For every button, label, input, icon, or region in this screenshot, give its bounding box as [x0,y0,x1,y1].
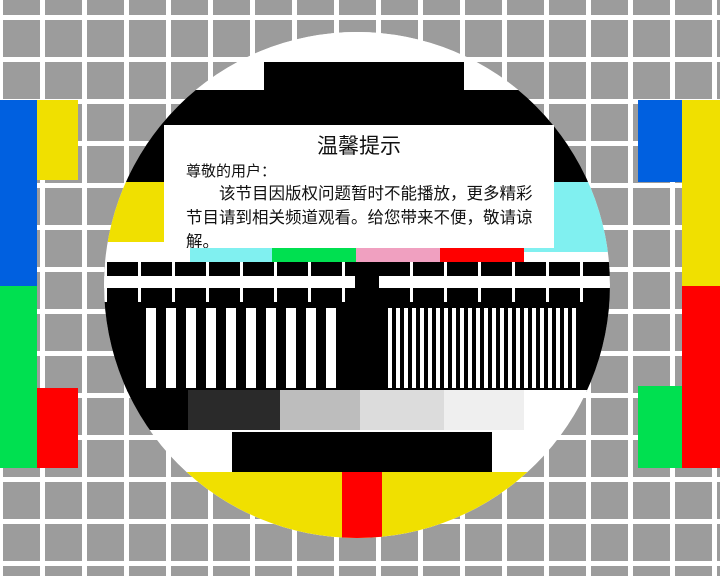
grid-line [82,0,87,576]
frequency-bar [564,308,568,388]
frequency-bar [306,308,316,388]
tick-mark [410,262,413,302]
frequency-bar [166,308,176,388]
tick-mark [444,262,447,302]
frequency-bar [412,308,416,388]
right-green-bar [638,386,682,468]
gray-step [360,390,444,430]
frequency-bar [186,308,196,388]
frequency-bar [508,308,512,388]
center-block [355,262,379,302]
lower-black-bar [232,432,492,472]
bottom-red-bar [342,472,382,538]
grid-line [670,0,675,576]
frequency-bar [226,308,236,388]
frequency-bar [516,308,520,388]
tick-mark [104,262,107,302]
color-stripe [356,248,442,262]
tick-mark [512,262,515,302]
frequency-bar [444,308,448,388]
grid-line [40,0,45,576]
frequency-bar [548,308,552,388]
tick-mark [240,262,243,302]
top-black-bar [264,62,464,92]
gray-step [524,390,608,430]
gray-step [280,390,364,430]
right-yellow-bar [682,100,720,286]
tick-mark [342,262,345,302]
frequency-bar [246,308,256,388]
frequency-bar [540,308,544,388]
tick-mark [308,262,311,302]
frequency-bar [286,308,296,388]
frequency-bar [146,308,156,388]
gray-step [186,390,280,430]
frequency-bar [484,308,488,388]
left-green-bar [0,286,37,468]
left-blue-bar [0,100,37,286]
tick-mark [546,262,549,302]
frequency-bar [556,308,560,388]
tick-mark [172,262,175,302]
notice-title: 温馨提示 [317,134,401,158]
frequency-bar [266,308,276,388]
frequency-bar [460,308,464,388]
frequency-bar [524,308,528,388]
frequency-bar [206,308,216,388]
notice-message: 该节目因版权问题暂时不能播放，更多精彩节目请到相关频道观看。给您带来不便，敬请谅… [186,184,533,248]
frequency-bar [326,308,336,388]
grid-line [0,561,720,566]
frequency-bar [500,308,504,388]
grid-line [0,15,720,20]
test-pattern [104,32,610,538]
frequency-bar [492,308,496,388]
tick-mark [478,262,481,302]
right-blue-bar [638,100,682,182]
right-red-bar [682,286,720,468]
frequency-bar [572,308,576,388]
notice-dialog: 温馨提示 尊敬的用户： 该节目因版权问题暂时不能播放，更多精彩节目请到相关频道观… [164,125,554,248]
frequency-bar [396,308,400,388]
grid-line [628,0,633,576]
left-yellow-bar [37,100,78,180]
color-stripe [272,248,356,262]
tick-mark [138,262,141,302]
frequency-bar [468,308,472,388]
left-red-bar [37,388,78,468]
frequency-bar [404,308,408,388]
gray-step [444,390,528,430]
frequency-bar [532,308,536,388]
gray-step [104,390,188,430]
frequency-bar [420,308,424,388]
tick-mark [274,262,277,302]
color-stripe [190,248,274,262]
frequency-bar [476,308,480,388]
notice-greeting: 尊敬的用户： [186,162,277,180]
frequency-bar [428,308,432,388]
frequency-bar [388,308,392,388]
color-stripe [440,248,524,262]
frequency-bar [436,308,440,388]
frequency-bar [452,308,456,388]
tick-mark [580,262,583,302]
test-pattern-circle [104,32,610,538]
tick-mark [206,262,209,302]
